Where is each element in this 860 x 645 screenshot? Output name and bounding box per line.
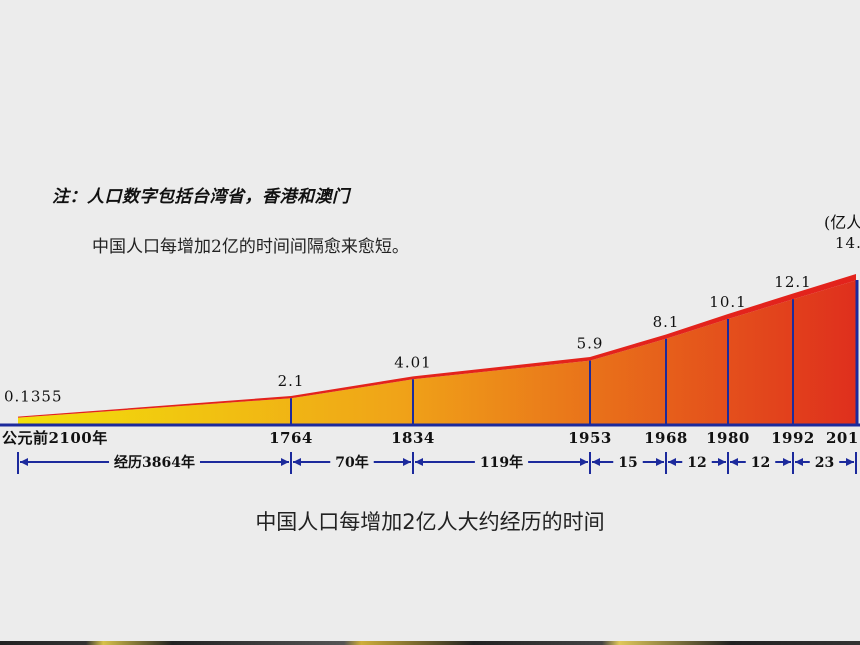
population-area xyxy=(18,280,856,424)
bottom-strip xyxy=(0,641,860,645)
x-tick-label: 2011 xyxy=(826,429,860,447)
x-tick-label: 1834 xyxy=(391,429,435,447)
value-label: 8.1 xyxy=(653,313,680,331)
interval-arrow: 经历3864年 xyxy=(20,454,289,471)
value-label: 12.1 xyxy=(774,273,811,291)
chart-subtitle: 中国人口每增加2亿的时间间隔愈来愈短。 xyxy=(92,237,409,257)
interval-arrow: 12 xyxy=(730,455,791,471)
interval-label: 12 xyxy=(751,455,770,471)
interval-arrow: 119年 xyxy=(415,454,588,471)
unit-label: (亿人) xyxy=(824,213,860,232)
x-tick-label: 1980 xyxy=(706,429,750,447)
interval-arrow: 23 xyxy=(795,455,854,471)
chart-title: 中国人口每增加2亿人大约经历的时间 xyxy=(255,510,605,534)
interval-label: 12 xyxy=(687,455,706,471)
interval-label: 23 xyxy=(815,455,834,471)
interval-label: 经历3864年 xyxy=(114,454,195,471)
x-tick-label: 公元前2100年 xyxy=(2,429,108,447)
x-tick-label: 1992 xyxy=(771,429,815,447)
value-label: 14.0 xyxy=(835,234,860,252)
value-label: 0.1355 xyxy=(4,388,63,406)
x-tick-label: 1953 xyxy=(568,429,612,447)
interval-arrow: 12 xyxy=(668,455,726,471)
interval-label: 70年 xyxy=(335,454,368,471)
value-label: 2.1 xyxy=(278,372,305,390)
x-tick-label: 1764 xyxy=(269,429,313,447)
value-label: 4.01 xyxy=(394,353,431,371)
interval-label: 15 xyxy=(618,455,637,471)
interval-arrow: 15 xyxy=(592,455,664,471)
value-label: 5.9 xyxy=(577,335,604,353)
interval-arrow: 70年 xyxy=(293,454,411,471)
interval-label: 119年 xyxy=(480,454,523,471)
note-text: 注：人口数字包括台湾省，香港和澳门 xyxy=(52,187,350,207)
value-label: 10.1 xyxy=(709,293,746,311)
x-tick-label: 1968 xyxy=(644,429,688,447)
